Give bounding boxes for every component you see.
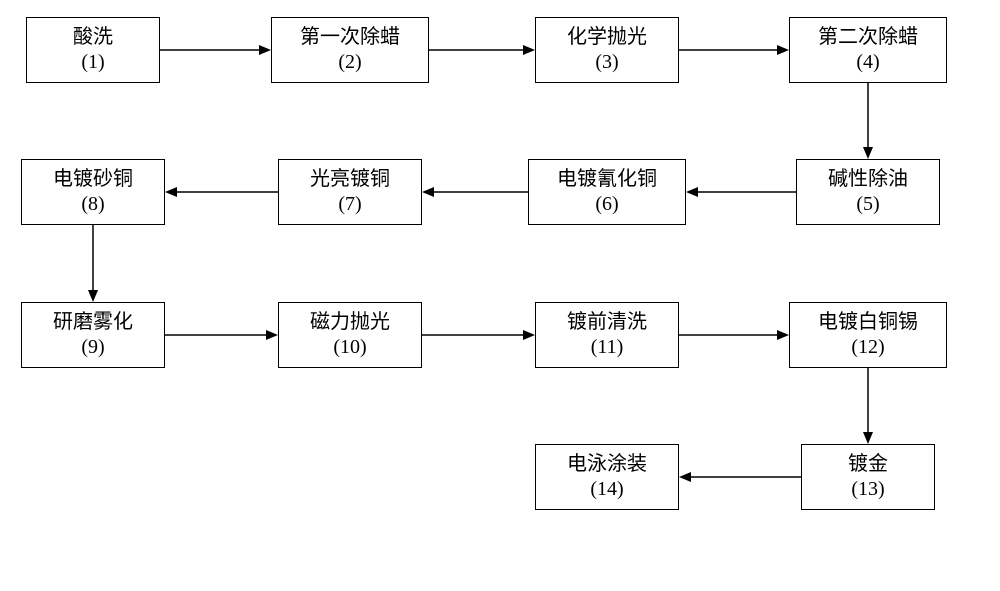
flow-node-number: (2) (338, 50, 361, 75)
flow-node-n9: 研磨雾化(9) (21, 302, 165, 368)
flow-node-label: 第一次除蜡 (300, 25, 400, 50)
flow-node-number: (8) (81, 192, 104, 217)
flow-node-n5: 碱性除油(5) (796, 159, 940, 225)
flow-node-label: 磁力抛光 (310, 310, 390, 335)
flow-node-number: (14) (590, 477, 623, 502)
flow-node-number: (7) (338, 192, 361, 217)
flow-node-label: 光亮镀铜 (310, 167, 390, 192)
flow-node-n11: 镀前清洗(11) (535, 302, 679, 368)
flow-node-number: (10) (333, 335, 366, 360)
flow-node-label: 镀前清洗 (567, 310, 647, 335)
flow-node-number: (4) (856, 50, 879, 75)
flow-node-label: 第二次除蜡 (818, 25, 918, 50)
flow-node-label: 化学抛光 (567, 25, 647, 50)
flow-node-label: 酸洗 (73, 25, 113, 50)
flow-node-n1: 酸洗(1) (26, 17, 160, 83)
flow-node-n14: 电泳涂装(14) (535, 444, 679, 510)
flow-node-label: 电镀砂铜 (53, 167, 133, 192)
flow-node-label: 碱性除油 (828, 167, 908, 192)
flow-node-n12: 电镀白铜锡(12) (789, 302, 947, 368)
flow-node-label: 镀金 (848, 452, 888, 477)
flow-node-label: 电镀氰化铜 (557, 167, 657, 192)
flow-node-number: (3) (595, 50, 618, 75)
flow-node-number: (13) (851, 477, 884, 502)
flow-node-n10: 磁力抛光(10) (278, 302, 422, 368)
flow-node-number: (6) (595, 192, 618, 217)
flow-node-n2: 第一次除蜡(2) (271, 17, 429, 83)
flow-node-number: (5) (856, 192, 879, 217)
flow-node-number: (11) (591, 335, 624, 360)
flow-node-n3: 化学抛光(3) (535, 17, 679, 83)
flow-node-number: (9) (81, 335, 104, 360)
flow-node-n6: 电镀氰化铜(6) (528, 159, 686, 225)
flow-node-n8: 电镀砂铜(8) (21, 159, 165, 225)
flow-node-n13: 镀金(13) (801, 444, 935, 510)
flow-node-number: (1) (81, 50, 104, 75)
flow-node-n4: 第二次除蜡(4) (789, 17, 947, 83)
flow-node-label: 电泳涂装 (567, 452, 647, 477)
flow-node-label: 研磨雾化 (53, 310, 133, 335)
flow-node-label: 电镀白铜锡 (818, 310, 918, 335)
flow-node-n7: 光亮镀铜(7) (278, 159, 422, 225)
flow-node-number: (12) (851, 335, 884, 360)
